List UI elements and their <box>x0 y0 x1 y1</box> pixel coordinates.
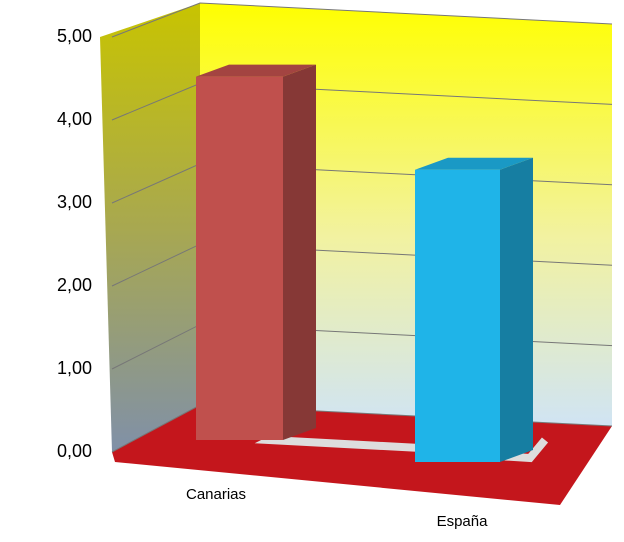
y-tick-label: 1,00 <box>57 358 92 378</box>
bar-side <box>283 64 316 440</box>
y-tick-label: 0,00 <box>57 441 92 461</box>
bar-top <box>415 157 533 170</box>
bar-side <box>500 157 533 462</box>
bar <box>196 76 283 440</box>
y-tick-label: 3,00 <box>57 192 92 212</box>
y-tick-label: 2,00 <box>57 275 92 295</box>
y-tick-label: 5,00 <box>57 26 92 46</box>
y-tick-label: 4,00 <box>57 109 92 129</box>
left-wall <box>100 3 200 452</box>
x-tick-label: Canarias <box>186 486 246 503</box>
grid-line <box>111 2 613 38</box>
x-tick-label: España <box>437 513 489 530</box>
bar-top <box>196 64 316 77</box>
bar <box>415 169 500 462</box>
